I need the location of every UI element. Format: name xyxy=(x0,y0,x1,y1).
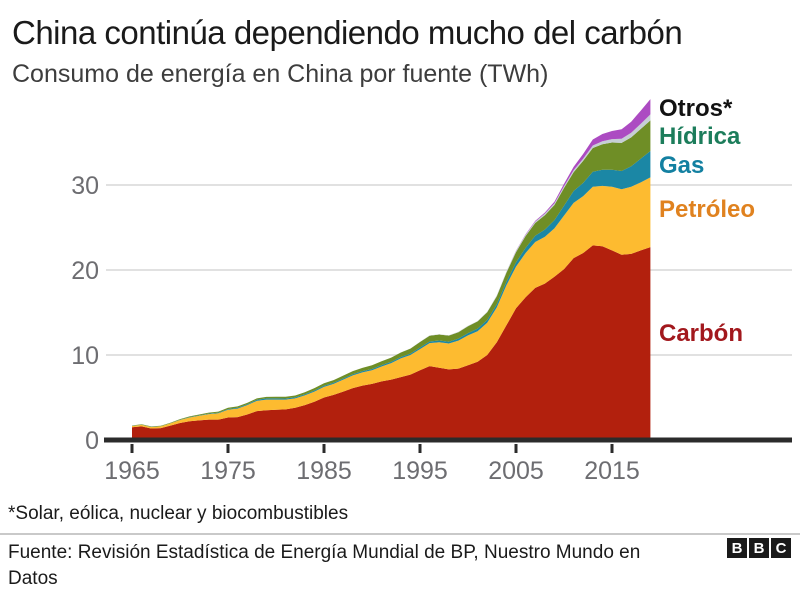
footer-divider xyxy=(0,533,800,535)
y-tick-label-0: 0 xyxy=(85,427,99,455)
x-tick-label-2005: 2005 xyxy=(488,457,544,485)
bbc-logo-letter-b1: B xyxy=(727,538,747,558)
area-otros-nuclear xyxy=(132,114,651,427)
x-tick-label-1985: 1985 xyxy=(296,457,352,485)
x-tick-label-2015: 2015 xyxy=(584,457,640,485)
x-tick-label-1995: 1995 xyxy=(392,457,448,485)
chart-footnote: *Solar, eólica, nuclear y biocombustible… xyxy=(8,503,349,524)
area-carbon xyxy=(132,245,651,440)
y-tick-label-10: 10 xyxy=(71,342,99,370)
legend-label-otros: Otros* xyxy=(659,95,733,122)
y-tick-label-30: 30 xyxy=(71,172,99,200)
chart-subtitle: Consumo de energía en China por fuente (… xyxy=(12,60,549,88)
bbc-logo-letter-b2: B xyxy=(749,538,769,558)
area-gas xyxy=(132,151,651,427)
legend-label-gas: Gas xyxy=(659,152,705,179)
legend-label-carbon: Carbón xyxy=(659,320,743,347)
legend-label-hidrica: Hídrica xyxy=(659,123,741,150)
chart-title: China continúa dependiendo mucho del car… xyxy=(12,14,683,51)
bbc-logo: B B C xyxy=(727,538,791,558)
area-hidrica xyxy=(132,120,651,427)
source-attribution: Fuente: Revisión Estadística de Energía … xyxy=(8,542,641,589)
bbc-logo-letter-c: C xyxy=(771,538,791,558)
x-tick-label-1975: 1975 xyxy=(200,457,256,485)
y-tick-label-20: 20 xyxy=(71,257,99,285)
legend-label-petroleo: Petróleo xyxy=(659,196,756,223)
x-tick-label-1965: 1965 xyxy=(104,457,160,485)
area-petroleo xyxy=(132,177,651,429)
